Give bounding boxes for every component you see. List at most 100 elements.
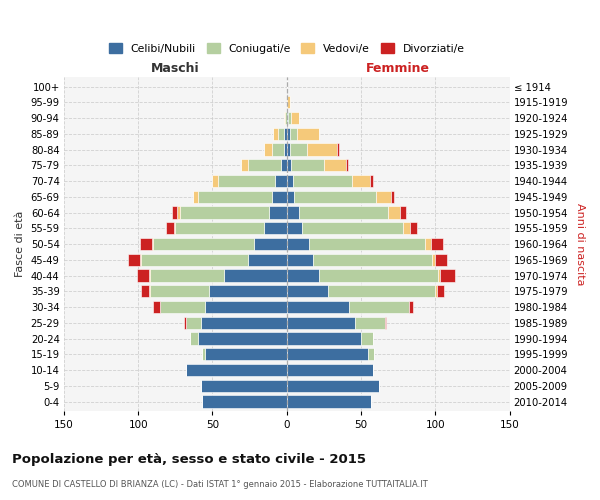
Bar [403,222,410,234]
Bar [410,222,418,234]
Bar [299,206,388,218]
Bar [431,238,443,250]
Bar [180,206,269,218]
Bar [287,175,293,187]
Bar [376,190,391,203]
Bar [287,128,290,140]
Bar [385,316,386,329]
Bar [440,270,455,281]
Bar [287,190,294,203]
Bar [287,254,313,266]
Bar [281,159,287,172]
Bar [391,190,394,203]
Bar [435,285,437,298]
Bar [297,128,319,140]
Bar [218,175,275,187]
Bar [140,254,141,266]
Bar [293,175,352,187]
Bar [149,285,150,298]
Bar [285,112,287,124]
Bar [278,128,284,140]
Bar [302,222,403,234]
Bar [346,159,347,172]
Bar [287,270,319,281]
Bar [324,159,346,172]
Bar [291,112,299,124]
Bar [265,144,272,156]
Bar [193,190,197,203]
Bar [137,270,149,281]
Bar [287,332,361,344]
Bar [269,206,287,218]
Text: COMUNE DI CASTELLO DI BRIANZA (LC) - Dati ISTAT 1° gennaio 2015 - Elaborazione T: COMUNE DI CASTELLO DI BRIANZA (LC) - Dat… [12,480,428,489]
Bar [284,144,287,156]
Bar [184,316,185,329]
Bar [241,159,248,172]
Bar [128,254,140,266]
Bar [319,270,438,281]
Bar [287,301,349,313]
Bar [287,159,291,172]
Bar [309,238,425,250]
Text: Femmine: Femmine [366,62,430,75]
Y-axis label: Anni di nascita: Anni di nascita [575,203,585,285]
Text: Maschi: Maschi [151,62,200,75]
Bar [150,270,224,281]
Bar [287,112,288,124]
Bar [287,206,299,218]
Bar [272,144,284,156]
Bar [438,270,440,281]
Bar [166,222,174,234]
Bar [153,238,254,250]
Bar [355,316,385,329]
Bar [368,348,374,360]
Bar [141,285,149,298]
Bar [202,396,287,407]
Bar [272,190,287,203]
Bar [185,364,287,376]
Bar [200,380,287,392]
Bar [172,206,177,218]
Bar [290,144,307,156]
Bar [337,144,338,156]
Bar [400,206,406,218]
Bar [437,285,444,298]
Bar [153,301,160,313]
Bar [160,301,205,313]
Legend: Celibi/Nubili, Coniugati/e, Vedovi/e, Divorziati/e: Celibi/Nubili, Coniugati/e, Vedovi/e, Di… [104,39,469,58]
Bar [190,332,197,344]
Bar [287,238,309,250]
Bar [275,175,287,187]
Bar [287,396,371,407]
Bar [224,270,287,281]
Bar [212,175,218,187]
Bar [200,316,287,329]
Bar [435,254,447,266]
Bar [361,332,373,344]
Bar [388,206,400,218]
Bar [288,112,291,124]
Bar [287,364,373,376]
Bar [140,238,152,250]
Bar [294,190,376,203]
Bar [209,285,287,298]
Bar [150,285,209,298]
Y-axis label: Fasce di età: Fasce di età [15,211,25,277]
Bar [248,159,281,172]
Bar [307,144,337,156]
Bar [175,222,265,234]
Bar [287,316,355,329]
Bar [352,175,370,187]
Bar [205,301,287,313]
Bar [141,254,248,266]
Bar [152,238,153,250]
Bar [248,254,287,266]
Bar [284,112,285,124]
Bar [425,238,431,250]
Bar [185,316,200,329]
Bar [197,332,287,344]
Bar [284,128,287,140]
Bar [149,270,150,281]
Bar [287,380,379,392]
Bar [328,285,435,298]
